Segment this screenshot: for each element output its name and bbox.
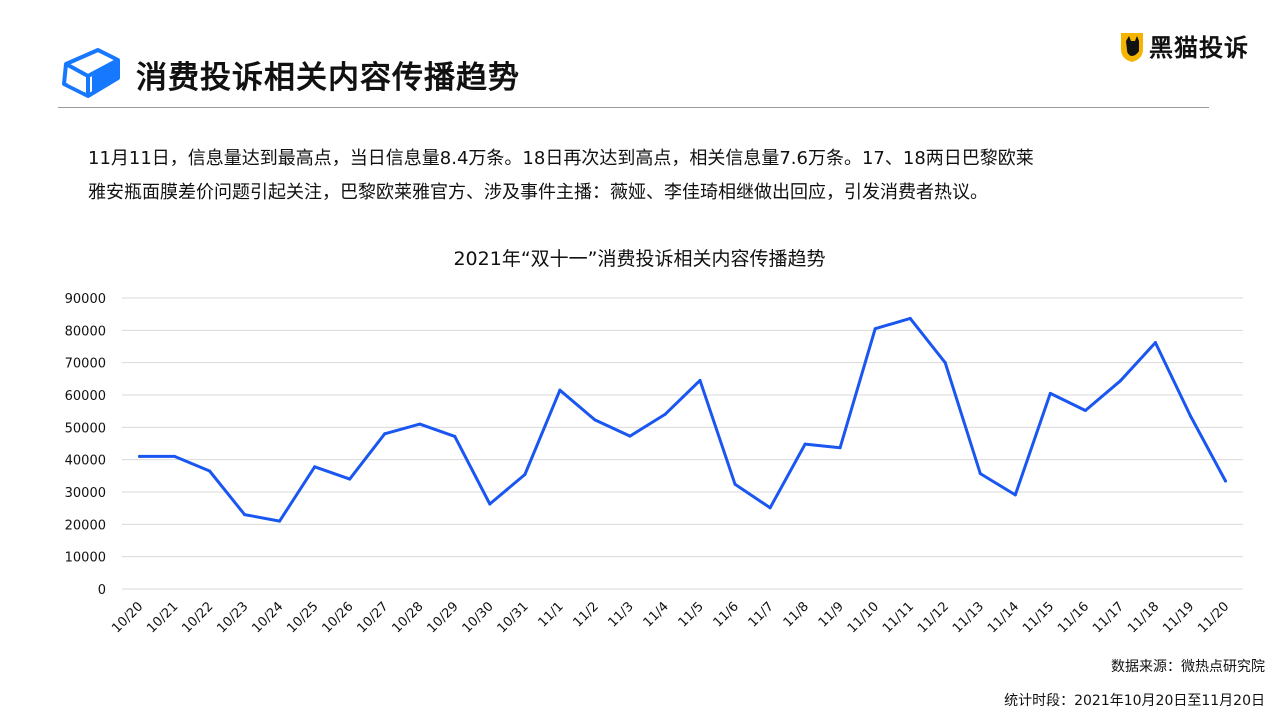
data-point [698,378,702,382]
data-point [1118,379,1122,383]
data-point [1153,341,1157,345]
y-tick-label: 90000 [65,292,106,307]
data-source: 数据来源：微热点研究院 [1111,659,1265,675]
trend-line-chart: 0 10000 20000 30000 40000 50000 60000 70000 8000… [65,292,1243,636]
data-point [1223,479,1227,483]
x-tick-label: 10/29 [425,599,462,636]
y-tick-label: 70000 [65,357,106,372]
x-tick-label: 11/19 [1160,599,1197,636]
data-point [488,502,492,506]
data-point [243,513,247,517]
data-point [453,434,457,438]
x-tick-label: 10/26 [319,599,356,636]
x-tick-label: 11/1 [535,599,566,630]
x-tick-label: 11/13 [950,599,987,636]
data-point [838,446,842,450]
x-tick-label: 10/22 [179,599,216,636]
x-tick-label: 11/14 [985,599,1022,636]
data-point [593,418,597,422]
data-point [558,388,562,392]
data-point [663,412,667,416]
x-tick-label: 11/16 [1055,599,1092,636]
x-tick-label: 10/21 [144,599,181,636]
x-tick-label: 10/24 [249,599,286,636]
data-point [978,472,982,476]
x-tick-label: 10/30 [460,599,497,636]
x-tick-label: 10/25 [284,599,321,636]
x-tick-label: 10/23 [214,599,251,636]
data-point [908,316,912,320]
x-tick-label: 11/11 [880,599,917,636]
y-tick-label: 10000 [65,551,106,566]
cat-shield-icon [1121,32,1143,62]
page-title: 消费投诉相关内容传播趋势 [136,60,520,96]
data-point [1048,391,1052,395]
data-point [208,469,212,473]
x-tick-label: 11/4 [641,599,672,630]
data-point [873,327,877,331]
y-tick-label: 60000 [65,389,106,404]
summary-text: 11月11日，信息量达到最高点，当日信息量8.4万条。18日再次达到高点，相关信… [88,142,1198,210]
x-tick-label: 11/10 [845,599,882,636]
data-point [1188,414,1192,418]
y-tick-label: 80000 [65,324,106,339]
summary-line-2: 雅安瓶面膜差价问题引起关注，巴黎欧莱雅官方、涉及事件主播：薇娅、李佳琦相继做出回… [88,182,988,203]
y-tick-label: 0 [98,583,106,598]
x-tick-label: 10/31 [495,599,532,636]
data-point [278,519,282,523]
data-point [173,454,177,458]
x-tick-label: 11/18 [1125,599,1162,636]
data-point [383,432,387,436]
x-tick-label: 11/2 [570,599,601,630]
header-divider [58,107,1209,108]
data-point [523,473,527,477]
x-tick-label: 11/6 [711,599,742,630]
summary-line-1: 11月11日，信息量达到最高点，当日信息量8.4万条。18日再次达到高点，相关信… [88,148,1034,169]
data-point [1083,409,1087,413]
x-tick-label: 11/12 [915,599,952,636]
series-line [138,316,1227,523]
data-point [1013,493,1017,497]
y-tick-label: 50000 [65,421,106,436]
x-tick-label: 11/15 [1020,599,1057,636]
data-point [768,506,772,510]
data-point [733,482,737,486]
brand-logo: 黑猫投诉 [1119,28,1249,63]
logo-icon [62,48,120,98]
x-tick-label: 11/3 [606,599,637,630]
x-tick-label: 11/20 [1195,599,1232,636]
data-point [348,477,352,481]
y-tick-label: 20000 [65,518,106,533]
x-tick-label: 11/9 [816,599,847,630]
data-point [803,442,807,446]
x-tick-label: 11/8 [781,599,812,630]
data-point [313,465,317,469]
chart-title: 2021年“双十一”消费投诉相关内容传播趋势 [453,248,826,270]
statistics-period: 统计时段：2021年10月20日至11月20日 [1004,693,1265,709]
data-point [138,454,142,458]
brand-name: 黑猫投诉 [1149,34,1249,62]
x-tick-label: 11/7 [746,599,777,630]
data-point [418,422,422,426]
x-tick-label: 11/5 [676,599,707,630]
y-tick-label: 40000 [65,454,106,469]
x-tick-label: 10/27 [354,599,391,636]
x-tick-label: 11/17 [1090,599,1127,636]
x-tick-label: 10/20 [109,599,146,636]
data-point [628,434,632,438]
y-tick-label: 30000 [65,486,106,501]
data-point [943,361,947,365]
x-tick-label: 10/28 [389,599,426,636]
